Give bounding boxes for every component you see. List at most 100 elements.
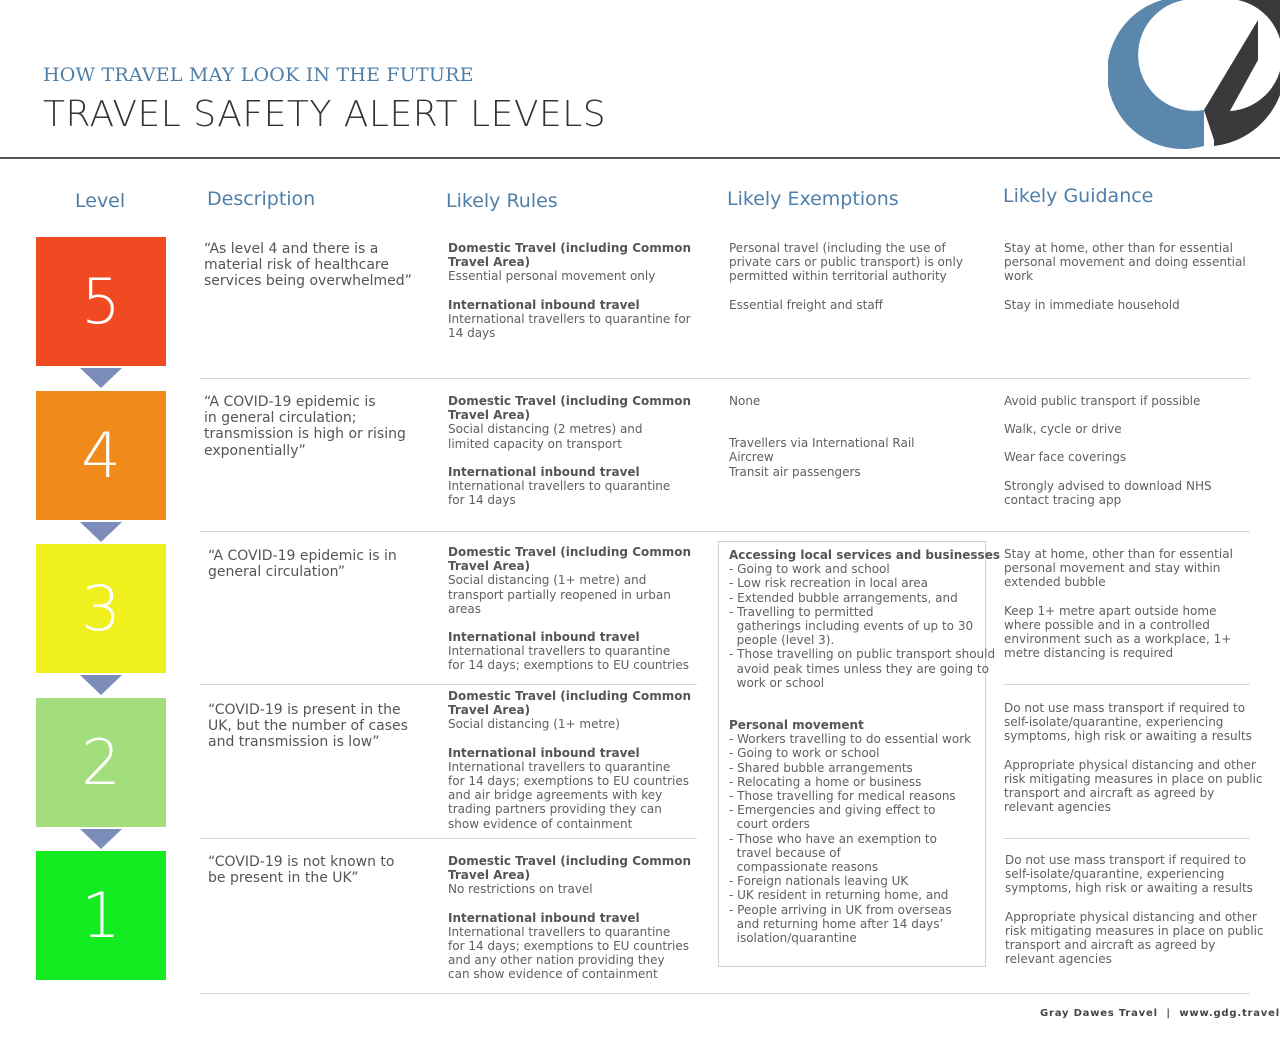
column-level-heading: Level: [75, 190, 126, 212]
text-line: International travellers to quarantine: [448, 759, 671, 774]
exemptions-level-5: Personal travel (including the use of pri…: [729, 241, 963, 312]
down-arrow-icon: [80, 522, 122, 542]
text-line: private cars or public transport) is onl…: [729, 255, 963, 270]
local-services-list: - Going to work and school - Low risk rec…: [729, 562, 1000, 690]
text-line: court orders: [729, 817, 810, 832]
text-line: travel because of: [729, 845, 841, 860]
guidance-paragraph: Stay at home, other than for essential pe…: [1004, 241, 1246, 284]
text-line: general circulation”: [208, 564, 346, 581]
text-line: services being overwhelmed”: [204, 273, 412, 290]
text-line: people (level 3).: [729, 633, 835, 648]
text-line: Transit air passengers: [729, 464, 861, 479]
domestic-travel-heading: Domestic Travel (including Common Travel …: [448, 689, 691, 717]
text-line: Travel Area): [448, 703, 531, 718]
text-line: - Shared bubble arrangements: [729, 760, 913, 775]
level-number: 5: [81, 265, 121, 338]
guidance-level-2: Do not use mass transport if required to…: [1004, 701, 1263, 814]
text-line: Travellers via International Rail: [729, 436, 915, 451]
page-subtitle: HOW TRAVEL MAY LOOK IN THE FUTURE: [43, 64, 474, 86]
rules-level-4: Domestic Travel (including Common Travel …: [448, 394, 691, 507]
text-line: 14 days: [448, 326, 496, 341]
level-1-box: 1: [36, 851, 166, 980]
level-2-box: 2: [36, 698, 166, 827]
text-line: Social distancing (1+ metre): [448, 717, 620, 732]
text-line: Keep 1+ metre apart outside home: [1004, 603, 1217, 618]
text-line: Domestic Travel (including Common: [448, 545, 692, 559]
text-line: - Foreign nationals leaving UK: [729, 874, 909, 889]
guidance-paragraph: Do not use mass transport if required to…: [1004, 701, 1263, 744]
text-line: - People arriving in UK from overseas: [729, 902, 952, 917]
text-line: transport and aircraft as agreed by: [1005, 938, 1216, 953]
domestic-travel-heading: Domestic Travel (including Common Travel …: [448, 394, 691, 422]
text-line: International travellers to quarantine: [448, 924, 671, 939]
text-line: “As level 4 and there is a: [204, 241, 379, 257]
text-line: Appropriate physical distancing and othe…: [1004, 757, 1256, 772]
text-line: transport partially reopened in urban: [448, 587, 671, 602]
personal-movement-list: - Workers travelling to do essential wor…: [729, 732, 1000, 945]
text-line: and transmission is low”: [208, 734, 380, 751]
text-line: transport and aircraft as agreed by: [1004, 786, 1215, 801]
text-line: UK, but the number of cases: [208, 718, 408, 735]
text-line: Stay in immediate household: [1004, 297, 1180, 312]
text-line: Social distancing (2 metres) and: [448, 422, 643, 437]
level-3-box: 3: [36, 544, 166, 673]
text-line: Wear face coverings: [1004, 450, 1127, 465]
exemption-paragraph: Personal travel (including the use of pri…: [729, 241, 963, 284]
text-line: - Those who have an exemption to: [729, 831, 937, 846]
exemption-paragraph: Essential freight and staff: [729, 298, 963, 312]
guidance-paragraph: Stay at home, other than for essential pe…: [1004, 547, 1233, 590]
guidance-paragraph: Avoid public transport if possible: [1004, 394, 1212, 408]
text-line: Stay at home, other than for essential: [1004, 241, 1233, 255]
text-line: Do not use mass transport if required to: [1005, 853, 1247, 867]
text-line: relevant agencies: [1004, 800, 1111, 815]
text-line: areas: [448, 601, 482, 616]
text-line: trading partners providing they can: [448, 802, 662, 817]
text-line: can show evidence of containment: [448, 967, 658, 982]
international-rule: International travellers to quarantine f…: [448, 312, 691, 340]
text-line: - Those travelling for medical reasons: [729, 789, 956, 804]
international-travel-heading: International inbound travel: [448, 910, 640, 925]
text-line: isolation/quarantine: [729, 931, 857, 946]
description-level-1: “COVID-19 is not known to be present in t…: [208, 854, 395, 886]
text-line: Walk, cycle or drive: [1004, 422, 1122, 437]
guidance-paragraph: Stay in immediate household: [1004, 298, 1246, 312]
guidance-paragraph: Walk, cycle or drive: [1004, 422, 1212, 436]
international-travel-heading: International inbound travel: [448, 745, 640, 760]
text-line: - Those travelling on public transport s…: [729, 647, 996, 662]
column-description-heading: Description: [207, 188, 316, 210]
domestic-travel-heading: Domestic Travel (including Common Travel …: [448, 854, 691, 882]
text-line: metre distancing is required: [1004, 646, 1174, 661]
down-arrow-icon: [80, 829, 122, 849]
domestic-travel-heading: Domestic Travel (including Common Travel …: [448, 241, 691, 269]
gdg-logo-icon: [1108, 0, 1280, 149]
text-line: compassionate reasons: [729, 860, 879, 875]
text-line: Aircrew: [729, 450, 774, 465]
exemptions-level-4: None Travellers via International Rail Ai…: [729, 394, 915, 479]
text-line: Travel Area): [448, 868, 531, 883]
guidance-paragraph: Wear face coverings: [1004, 450, 1212, 464]
text-line: Strongly advised to download NHS: [1004, 478, 1212, 493]
text-line: work or school: [729, 675, 825, 690]
text-line: - Low risk recreation in local area: [729, 576, 929, 591]
footer-credit: Gray Dawes Travel | www.gdg.travel: [1040, 1008, 1280, 1019]
rules-level-2: Domestic Travel (including Common Travel …: [448, 689, 691, 831]
guidance-level-3: Stay at home, other than for essential pe…: [1004, 547, 1233, 660]
rules-level-1: Domestic Travel (including Common Travel …: [448, 854, 691, 982]
text-line: and returning home after 14 days’: [729, 916, 944, 931]
guidance-paragraph: Appropriate physical distancing and othe…: [1004, 758, 1263, 815]
text-line: self-isolate/quarantine, experiencing: [1004, 715, 1224, 730]
text-line: gatherings including events of up to 30: [729, 619, 974, 634]
text-line: - Travelling to permitted: [729, 604, 874, 619]
text-line: material risk of healthcare: [204, 257, 389, 274]
local-services-heading: Accessing local services and businesses: [729, 548, 1000, 562]
row-divider: [200, 684, 697, 685]
column-guidance-heading: Likely Guidance: [1003, 185, 1154, 207]
text-line: Domestic Travel (including Common: [448, 241, 692, 255]
domestic-rule: Social distancing (1+ metre): [448, 717, 691, 731]
text-line: work: [1004, 269, 1034, 284]
guidance-level-5: Stay at home, other than for essential pe…: [1004, 241, 1246, 312]
domestic-rule: Social distancing (2 metres) and limited …: [448, 422, 691, 450]
text-line: Domestic Travel (including Common: [448, 394, 692, 408]
text-line: for 14 days; exemptions to EU countries: [448, 939, 690, 954]
exemption-paragraph: Travellers via International Rail Aircrew…: [729, 436, 915, 479]
